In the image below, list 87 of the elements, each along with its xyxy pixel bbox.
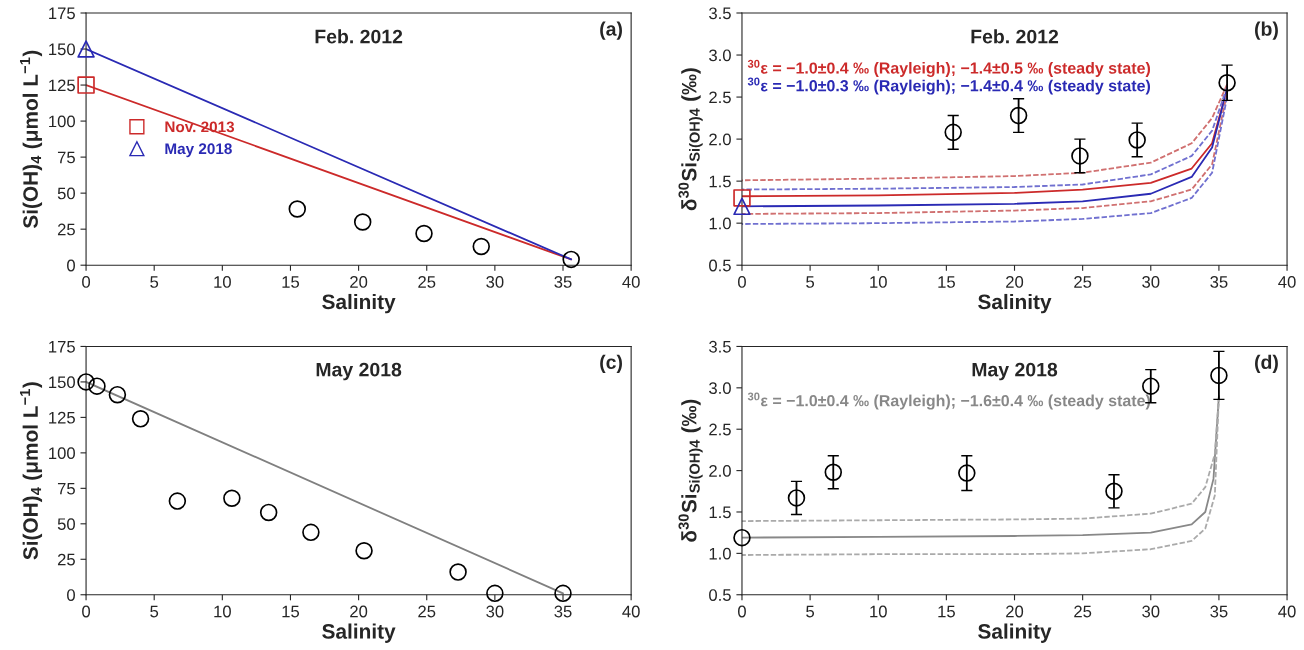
y-tick-label: 50 (57, 518, 75, 531)
x-tick-label: 25 (418, 276, 436, 288)
annotation: (a) (600, 21, 622, 40)
y-tick-label: 2.0 (709, 133, 731, 146)
x-axis-title: Salinity (322, 293, 396, 314)
x-axis-title: Salinity (978, 623, 1052, 643)
x-tick-label: 0 (737, 276, 746, 288)
x-tick-label: 15 (282, 605, 300, 618)
x-tick-label: 0 (82, 276, 91, 288)
legend-label: Nov. 2013 (165, 121, 235, 133)
x-tick-label: 30 (486, 605, 504, 618)
x-tick-label: 20 (1006, 276, 1024, 288)
x-tick-label: 40 (622, 276, 640, 288)
x-tick-label: 40 (622, 605, 640, 618)
text: Feb. 2012 (315, 29, 403, 44)
y-tick-label: 0 (67, 259, 75, 272)
y-tick-label: 2.0 (709, 465, 731, 477)
x-tick-label: 30 (1142, 276, 1160, 288)
y-tick-label: 3.0 (709, 49, 731, 62)
y-tick-label: 50 (57, 187, 75, 200)
x-tick-label: 0 (737, 605, 746, 618)
x-tick-label: 25 (1074, 276, 1092, 288)
x-tick-label: 35 (554, 276, 572, 288)
x-axis-title: Salinity (322, 623, 396, 643)
y-axis-title: Si(OH)$_{4}$ (μmol L$^{−1}$) (20, 382, 43, 560)
x-tick-label: 20 (1006, 605, 1024, 618)
x-tick-label: 0 (82, 605, 91, 618)
y-tick-label: 3.5 (709, 340, 731, 353)
text: $^{30}$ε = −1.0±0.4 ‰ (Rayleigh); −1.6±0.4 ‰ (steady state) (747, 392, 1150, 410)
x-tick-label: 20 (350, 605, 368, 618)
x-axis-title: Salinity (978, 293, 1052, 314)
x-tick-label: 35 (1210, 605, 1228, 618)
x-tick-label: 40 (1278, 276, 1296, 288)
x-tick-label: 5 (806, 605, 815, 618)
annotation: (b) (1255, 21, 1278, 40)
y-axis-title: δ$^{30}$Si$_{Si(OH)4}$ (‰) (678, 68, 703, 211)
x-tick-label: 10 (214, 605, 231, 618)
text: $^{30}$ε = −1.0±0.3 ‰ (Rayleigh); −1.4±0.4 ‰ (steady state) (747, 77, 1150, 95)
y-tick-label: 175 (49, 341, 75, 353)
text: $^{30}$ε = −1.0±0.4 ‰ (Rayleigh); −1.4±0.5 ‰ (steady state) (747, 59, 1150, 77)
y-tick-label: 0.5 (709, 589, 731, 601)
text: Feb. 2012 (971, 29, 1059, 44)
x-tick-label: 25 (1074, 605, 1092, 618)
text: May 2018 (972, 362, 1058, 381)
x-tick-label: 10 (214, 276, 231, 288)
y-tick-label: 100 (49, 115, 75, 128)
y-tick-label: 1.0 (709, 217, 731, 230)
annotation: (d) (1255, 354, 1278, 373)
x-tick-label: 5 (806, 276, 815, 288)
y-tick-label: 175 (49, 7, 75, 20)
y-tick-label: 2.5 (709, 423, 731, 436)
y-tick-label: 0.5 (709, 259, 731, 272)
y-tick-label: 150 (49, 43, 75, 56)
y-tick-label: 1.0 (709, 547, 731, 560)
y-tick-label: 3.0 (709, 382, 731, 395)
x-tick-label: 40 (1278, 605, 1296, 618)
x-tick-label: 5 (150, 605, 159, 618)
y-tick-label: 75 (57, 151, 75, 164)
y-tick-label: 25 (57, 223, 75, 236)
y-axis-title: δ$^{30}$Si$_{Si(OH)4}$ (‰) (678, 399, 703, 542)
x-tick-label: 35 (554, 605, 572, 618)
x-tick-label: 15 (938, 605, 955, 618)
y-tick-label: 25 (57, 553, 75, 566)
x-tick-label: 15 (938, 276, 955, 288)
y-tick-label: 2.5 (709, 91, 731, 104)
annotation: (c) (600, 354, 622, 373)
y-tick-label: 0 (67, 589, 75, 601)
x-tick-label: 10 (870, 276, 887, 288)
y-tick-label: 125 (49, 79, 75, 92)
y-tick-label: 150 (49, 376, 75, 389)
y-tick-label: 1.5 (709, 175, 731, 188)
x-tick-label: 30 (486, 276, 504, 288)
y-tick-label: 75 (57, 482, 75, 495)
legend-label: May 2018 (165, 143, 232, 158)
y-tick-label: 1.5 (709, 506, 731, 519)
x-tick-label: 5 (150, 276, 159, 288)
x-tick-label: 15 (282, 276, 300, 288)
x-tick-label: 20 (350, 276, 368, 288)
x-tick-label: 35 (1210, 276, 1228, 288)
y-axis-title: Si(OH)$_{4}$ (μmol L$^{−1}$) (20, 50, 43, 229)
x-tick-label: 30 (1142, 605, 1160, 618)
y-tick-label: 3.5 (709, 7, 731, 20)
y-tick-label: 100 (49, 447, 75, 460)
x-tick-label: 25 (418, 605, 436, 618)
y-tick-label: 125 (49, 411, 75, 424)
text: May 2018 (316, 362, 402, 381)
x-tick-label: 10 (870, 605, 887, 618)
